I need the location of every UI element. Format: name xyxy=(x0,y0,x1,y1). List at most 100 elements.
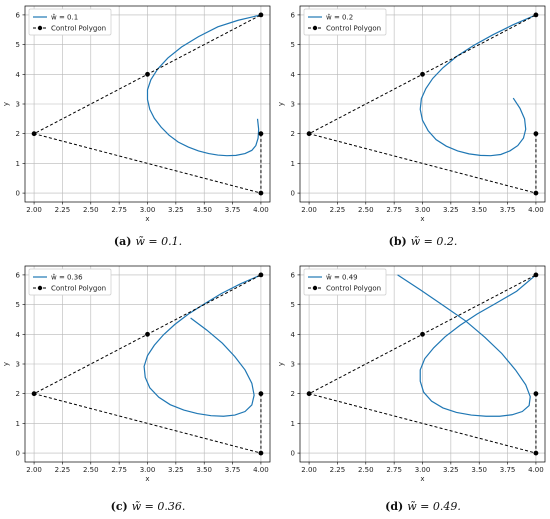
legend-curve-label: ŵ = 0.1 xyxy=(51,14,78,22)
y-tick-label: 0 xyxy=(291,190,295,198)
x-tick-label: 2.25 xyxy=(330,466,346,474)
control-point xyxy=(306,131,312,137)
y-tick-label: 1 xyxy=(291,420,295,428)
legend-polygon-label: Control Polygon xyxy=(51,25,106,33)
panel-caption: (d) w̃ = 0.49. xyxy=(385,500,461,513)
x-tick-label: 3.25 xyxy=(168,466,184,474)
control-point xyxy=(258,12,264,18)
y-tick-label: 3 xyxy=(291,361,295,369)
x-axis-label: x xyxy=(145,475,149,483)
control-point xyxy=(420,71,425,77)
x-axis-label: x xyxy=(145,215,149,223)
caption-label: (c) xyxy=(111,500,128,513)
x-tick-label: 3.25 xyxy=(443,206,459,214)
panel-c: 2.00 2.25 2.50 2.75 3.00 3.25 3.50 3.75 4.00 0 1 2 3… xyxy=(2,265,271,513)
legend-box xyxy=(303,268,387,296)
curve-series-line xyxy=(143,274,262,417)
legend-polygon-label: Control Polygon xyxy=(51,285,106,293)
legend-polygon-marker xyxy=(37,285,43,291)
legend-polygon-marker xyxy=(312,285,318,291)
x-tick-label: 2.75 xyxy=(111,466,127,474)
x-tick-label: 2.50 xyxy=(358,206,374,214)
x-tick-label: 2.25 xyxy=(55,206,71,214)
y-tick-label: 1 xyxy=(16,160,20,168)
axes-frame xyxy=(299,5,546,203)
x-tick-label: 3.00 xyxy=(140,466,156,474)
legend-box xyxy=(303,8,387,36)
y-tick-label: 0 xyxy=(16,190,20,198)
axes-frame xyxy=(24,5,271,203)
x-tick-label: 2.25 xyxy=(330,206,346,214)
x-tick-label: 3.75 xyxy=(225,206,241,214)
control-point xyxy=(533,131,539,137)
x-tick-label: 3.25 xyxy=(168,206,184,214)
control-point xyxy=(258,450,264,456)
panel-d: 2.00 2.25 2.50 2.75 3.00 3.25 3.50 3.75 4.00 0 1 2 3… xyxy=(277,265,546,513)
legend-curve-label: ŵ = 0.36 xyxy=(51,274,83,282)
x-tick-label: 4.00 xyxy=(528,206,544,214)
control-point xyxy=(258,190,264,196)
y-tick-label: 3 xyxy=(291,101,295,109)
y-tick-label: 4 xyxy=(291,71,296,79)
y-tick-label: 3 xyxy=(16,101,20,109)
x-tick-label: 4.00 xyxy=(253,466,269,474)
caption-text: w̃ = 0.36. xyxy=(132,500,186,513)
y-tick-label: 6 xyxy=(291,11,296,19)
curve-series-line xyxy=(419,14,537,157)
x-tick-label: 3.75 xyxy=(500,206,516,214)
x-tick-label: 3.25 xyxy=(443,466,459,474)
panel-caption: (c) w̃ = 0.36. xyxy=(111,500,186,513)
x-tick-label: 2.50 xyxy=(358,466,374,474)
curve-series-line xyxy=(397,274,537,417)
caption-label: (b) xyxy=(389,235,407,248)
legend: ŵ = 0.36 Control Polygon xyxy=(28,268,112,296)
control-point xyxy=(533,391,539,397)
caption-text: w̃ = 0.49. xyxy=(407,500,461,513)
legend-box xyxy=(28,268,112,296)
y-tick-label: 4 xyxy=(291,331,296,339)
y-tick-label: 5 xyxy=(16,301,20,309)
control-point xyxy=(533,272,539,278)
y-tick-label: 6 xyxy=(16,11,21,19)
x-tick-label: 3.50 xyxy=(196,206,212,214)
curve-series-line xyxy=(146,14,262,157)
control-point xyxy=(145,331,150,337)
x-tick-label: 4.00 xyxy=(528,466,544,474)
y-tick-label: 1 xyxy=(291,160,295,168)
y-tick-label: 2 xyxy=(291,130,295,138)
x-tick-label: 3.50 xyxy=(471,466,487,474)
y-tick-label: 5 xyxy=(291,41,295,49)
y-tick-label: 4 xyxy=(16,71,21,79)
control-point xyxy=(31,131,37,137)
x-tick-label: 2.00 xyxy=(301,206,317,214)
y-axis-label: y xyxy=(2,362,10,366)
legend-polygon-label: Control Polygon xyxy=(326,25,381,33)
x-tick-label: 3.50 xyxy=(471,206,487,214)
x-tick-label: 3.00 xyxy=(415,466,431,474)
caption-text: w̃ = 0.2. xyxy=(411,235,458,248)
control-point xyxy=(31,391,37,397)
y-tick-label: 1 xyxy=(16,420,20,428)
x-tick-label: 2.50 xyxy=(83,206,99,214)
legend-curve-label: ŵ = 0.49 xyxy=(326,274,358,282)
axes-frame xyxy=(24,265,271,463)
y-tick-label: 3 xyxy=(16,361,20,369)
y-tick-label: 4 xyxy=(16,331,21,339)
x-tick-label: 2.00 xyxy=(26,466,42,474)
control-point xyxy=(258,272,264,278)
y-tick-label: 0 xyxy=(16,450,20,458)
y-tick-label: 5 xyxy=(291,301,295,309)
legend-curve-label: ŵ = 0.2 xyxy=(326,14,353,22)
caption-label: (d) xyxy=(385,500,403,513)
x-tick-label: 2.00 xyxy=(26,206,42,214)
control-point xyxy=(145,71,150,77)
x-axis-label: x xyxy=(420,215,424,223)
x-axis-label: x xyxy=(420,475,424,483)
x-tick-label: 2.75 xyxy=(386,466,402,474)
control-point xyxy=(533,190,539,196)
caption-label: (a) xyxy=(114,235,132,248)
legend: ŵ = 0.1 Control Polygon xyxy=(28,8,112,36)
x-tick-label: 3.00 xyxy=(415,206,431,214)
legend: ŵ = 0.49 Control Polygon xyxy=(303,268,387,296)
